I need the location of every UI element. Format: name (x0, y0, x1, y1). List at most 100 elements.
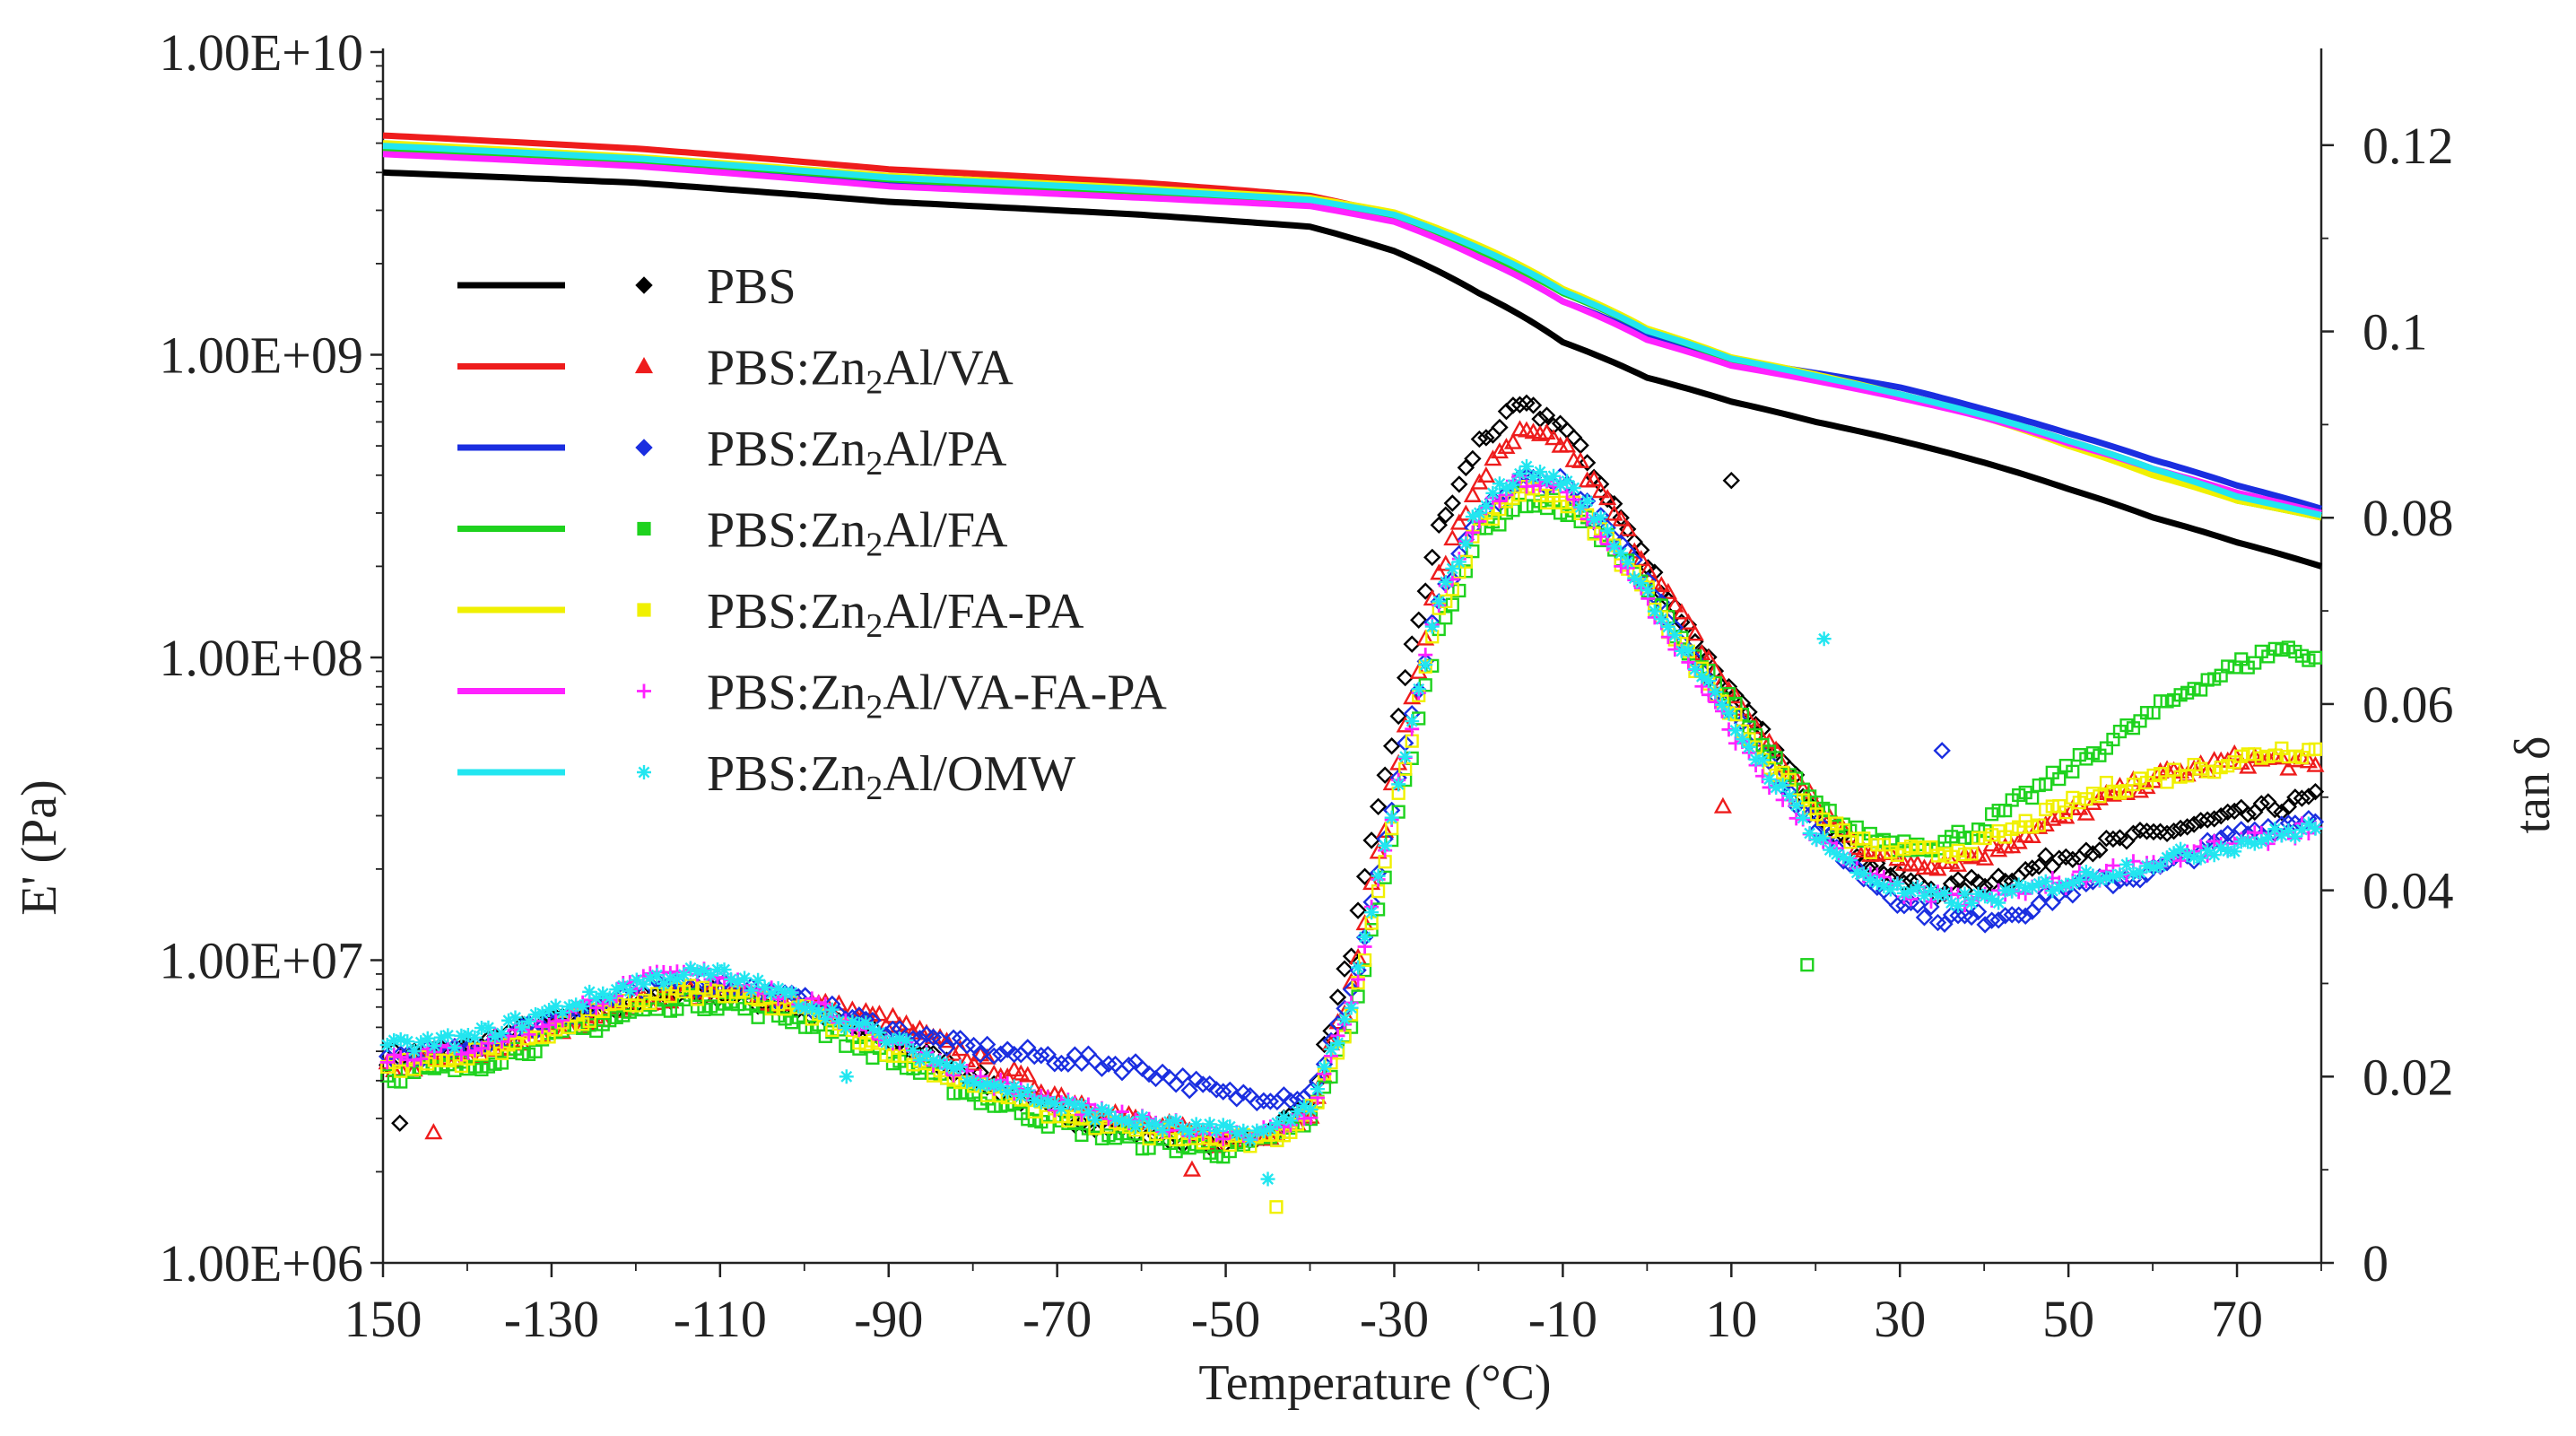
tan-delta-point (1492, 476, 1507, 492)
tan-delta-point (1215, 1118, 1231, 1133)
x-tick-label: -30 (1360, 1290, 1429, 1348)
tan-delta-point (1060, 1094, 1075, 1110)
tan-delta-point (1809, 832, 1824, 848)
tan-delta-point (2160, 850, 2175, 866)
tan-delta-point (1971, 886, 1986, 901)
tan-delta-point (1944, 895, 1959, 910)
tan-delta-point (696, 962, 711, 978)
tan-delta-point (1984, 891, 1999, 906)
y-left-tick-label: 1.00E+10 (159, 23, 363, 82)
tan-delta-point (751, 972, 766, 988)
tan-delta-point (2294, 822, 2310, 838)
tan-delta-point (542, 1002, 557, 1017)
tan-delta-point (1537, 422, 1556, 440)
tan-delta-point (2093, 789, 2107, 804)
tan-delta-point (2043, 809, 2062, 826)
tan-delta-point (1155, 1122, 1171, 1137)
tan-delta-point (1605, 504, 1623, 521)
tan-delta-point (1351, 960, 1366, 975)
tan-delta-point (1344, 1000, 1359, 1015)
tan-delta-point (2158, 854, 2176, 872)
tan-delta-point (1802, 826, 1817, 841)
tan-delta-point (1681, 643, 1696, 658)
tan-delta-point (1672, 603, 1691, 620)
tan-delta-point (1632, 549, 1650, 567)
tan-delta-point (1618, 519, 1637, 536)
tan-delta-point (467, 1030, 483, 1045)
tan-delta-point (1606, 539, 1622, 554)
tan-delta-point (1465, 525, 1480, 540)
tan-delta-point (1742, 739, 1757, 754)
tan-delta-point (1113, 1063, 1131, 1082)
tan-delta-point (1463, 485, 1482, 502)
y-right-tick-label: 0.06 (2363, 675, 2454, 734)
tan-delta-point (1369, 797, 1388, 815)
tan-delta-point (1612, 509, 1631, 527)
tan-delta-point (2252, 795, 2270, 813)
tan-delta-point (2124, 824, 2143, 842)
tan-delta-point (1687, 662, 1702, 677)
tan-delta-point (2064, 886, 2082, 904)
tan-delta-point (2164, 822, 2183, 840)
tan-delta-point (1409, 662, 1428, 679)
legend-label: PBS (707, 259, 796, 315)
tan-delta-point (1962, 868, 1980, 886)
tan-delta-point (791, 999, 806, 1014)
tan-delta-point (2212, 806, 2230, 825)
tan-delta-point (1148, 1117, 1163, 1132)
tan-delta-point (2112, 867, 2128, 883)
tan-delta-point (2185, 815, 2203, 833)
tan-delta-point (2065, 875, 2080, 891)
tan-delta-point (1908, 854, 1927, 871)
tan-delta-point (1047, 1095, 1062, 1110)
tan-delta-point (2137, 822, 2156, 840)
tan-delta-point (1019, 1039, 1037, 1057)
tan-delta-point (2072, 872, 2087, 887)
x-tick-label: -130 (504, 1290, 599, 1348)
tan-delta-point (878, 1035, 893, 1050)
tan-delta-point (1416, 582, 1434, 600)
tan-delta-point (2308, 821, 2323, 836)
tan-delta-point (2193, 850, 2208, 866)
tan-delta-point (515, 1020, 530, 1035)
tan-delta-point (1982, 911, 2001, 929)
tan-delta-point (1910, 880, 1925, 895)
legend-entry: PBS:Zn2Al/VA (457, 341, 1014, 402)
tan-delta-point (2158, 824, 2176, 842)
tan-delta-point (1606, 494, 1623, 513)
tan-delta-point (1337, 1012, 1353, 1027)
tan-delta-point (555, 1005, 570, 1021)
tan-delta-point (1457, 458, 1475, 477)
tan-delta-point (1571, 436, 1589, 455)
tan-delta-point (1633, 576, 1649, 591)
tan-delta-point (690, 964, 705, 979)
x-tick-label: 30 (1874, 1290, 1926, 1348)
tan-delta-point (1324, 1041, 1339, 1057)
tan-delta-point (1248, 1093, 1266, 1112)
tan-delta-point (744, 983, 759, 998)
tan-delta-point (1328, 988, 1347, 1006)
tan-delta-point (2173, 841, 2189, 857)
tan-delta-point (2274, 828, 2289, 843)
tan-delta-point (1005, 1045, 1023, 1064)
tan-delta-point (2104, 830, 2122, 849)
tan-delta-point (2267, 822, 2283, 837)
tan-delta-point (2090, 788, 2109, 805)
tan-delta-point (2287, 829, 2302, 844)
tan-delta-point (2091, 841, 2109, 859)
tan-delta-point (494, 1025, 509, 1040)
tan-delta-point (1658, 582, 1677, 599)
tan-delta-point (1135, 1110, 1150, 1125)
tan-delta-point (993, 1079, 1008, 1094)
tan-delta-point (2003, 906, 2021, 924)
tan-delta-point (1930, 888, 1945, 903)
legend-marker (637, 765, 651, 779)
tan-delta-outlier-point (1816, 631, 1832, 647)
tan-delta-point (1503, 432, 1522, 449)
tan-delta-point (2139, 858, 2154, 874)
tan-delta-point (2057, 807, 2076, 824)
tan-delta-point (1915, 909, 1934, 927)
tan-delta-point (1964, 895, 1980, 910)
tan-delta-point (2247, 836, 2262, 851)
legend-marker (635, 276, 653, 294)
